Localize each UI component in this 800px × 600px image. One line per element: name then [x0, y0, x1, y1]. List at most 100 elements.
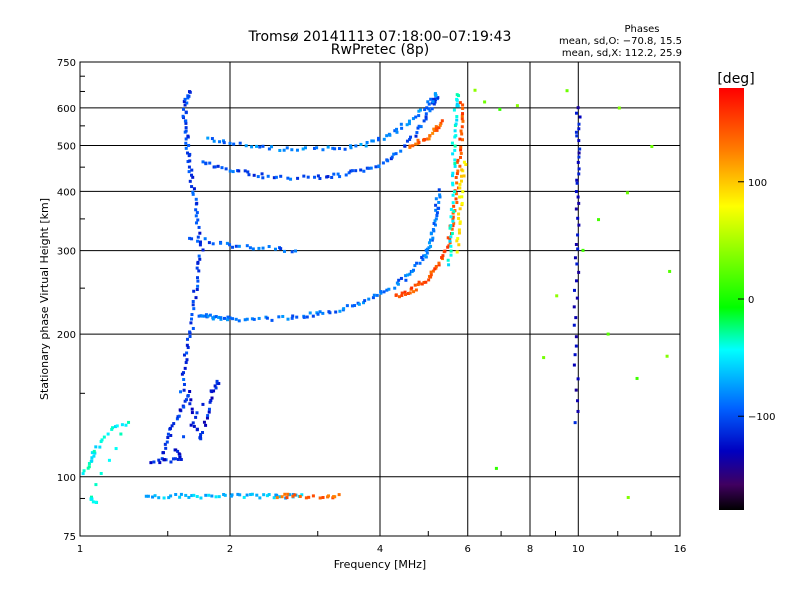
echo-point	[160, 457, 164, 461]
echo-point	[267, 493, 271, 497]
echo-point	[359, 142, 363, 146]
echo-point	[243, 169, 247, 173]
echo-point	[272, 176, 276, 180]
echo-point	[201, 248, 205, 252]
echo-point	[448, 236, 452, 240]
echo-point	[251, 247, 255, 251]
echo-point	[90, 456, 94, 460]
echo-point	[434, 127, 438, 131]
echo-point	[449, 244, 453, 248]
echo-point	[217, 381, 221, 385]
echo-point	[473, 88, 477, 92]
echo-point	[211, 242, 215, 246]
echo-point	[434, 197, 438, 201]
echo-point	[577, 270, 581, 274]
echo-point	[191, 300, 195, 304]
echo-point	[149, 461, 153, 465]
echo-point	[170, 424, 174, 428]
echo-point	[295, 148, 299, 152]
echo-point	[191, 303, 195, 307]
echo-point	[186, 96, 190, 100]
echo-point	[389, 157, 393, 161]
echo-point	[223, 493, 227, 497]
echo-point	[261, 246, 265, 250]
echo-point	[321, 311, 325, 315]
echo-point	[417, 141, 421, 145]
echo-point	[460, 168, 464, 172]
echo-point	[350, 304, 354, 308]
grid-lines	[80, 62, 680, 536]
echo-point	[190, 494, 194, 498]
echo-point	[459, 179, 463, 183]
echo-point	[428, 109, 432, 113]
echo-point	[576, 377, 580, 381]
echo-point	[183, 103, 187, 107]
echo-point	[454, 122, 458, 126]
x-tick-label: 4	[377, 544, 383, 555]
x-tick-label: 8	[527, 544, 533, 555]
echo-point	[456, 237, 460, 241]
echo-point	[120, 423, 124, 427]
echo-point	[243, 318, 247, 322]
echo-point	[461, 112, 465, 116]
echo-point	[280, 495, 284, 499]
echo-point	[196, 218, 200, 222]
echo-point	[197, 314, 201, 318]
echo-point	[349, 169, 353, 173]
echo-point	[182, 388, 186, 392]
echo-point	[288, 493, 292, 497]
echo-point	[184, 129, 188, 133]
echo-point	[237, 244, 241, 248]
echo-point	[435, 211, 439, 215]
echo-point	[452, 221, 456, 225]
echo-point	[575, 262, 579, 266]
echo-point	[665, 354, 669, 358]
echo-point	[161, 451, 165, 455]
echo-point	[432, 102, 436, 106]
echo-point	[275, 496, 279, 500]
echo-point	[186, 346, 190, 350]
echo-point	[414, 142, 418, 146]
x-tick-label: 10	[572, 544, 585, 555]
echo-point	[417, 114, 421, 118]
echo-point	[626, 495, 630, 499]
echo-point	[184, 361, 188, 365]
echo-point	[453, 158, 457, 162]
echo-point	[192, 289, 196, 293]
echo-point	[431, 227, 435, 231]
echo-point	[350, 169, 354, 173]
echo-point	[195, 287, 199, 291]
echo-point	[226, 318, 230, 322]
y-axis-label: Stationary phase Virtual Height [km]	[38, 198, 51, 400]
echo-point	[179, 390, 183, 394]
echo-point	[311, 494, 315, 498]
echo-point	[396, 282, 400, 286]
echo-point	[455, 102, 459, 106]
echo-point	[427, 107, 431, 111]
echo-point	[169, 433, 173, 437]
echo-point	[214, 315, 218, 319]
echo-point	[388, 133, 392, 137]
echo-point	[228, 316, 232, 320]
echo-point	[450, 174, 454, 178]
echo-point	[87, 465, 91, 469]
echo-point	[458, 220, 462, 224]
echo-point	[188, 152, 192, 156]
echo-point	[348, 144, 352, 148]
echo-point	[277, 315, 281, 319]
echo-point	[420, 282, 424, 286]
echo-point	[461, 103, 465, 107]
echo-point	[455, 115, 459, 119]
echo-point	[206, 136, 210, 140]
echo-point	[300, 493, 304, 497]
x-tick-label: 2	[227, 544, 233, 555]
echo-point	[215, 382, 219, 386]
echo-point	[572, 323, 576, 327]
echo-point	[192, 424, 196, 428]
echo-point	[362, 301, 366, 305]
echo-point	[281, 314, 285, 318]
echo-point	[212, 389, 216, 393]
echo-point	[459, 148, 463, 152]
echo-point	[113, 425, 117, 429]
echo-point	[434, 203, 438, 207]
